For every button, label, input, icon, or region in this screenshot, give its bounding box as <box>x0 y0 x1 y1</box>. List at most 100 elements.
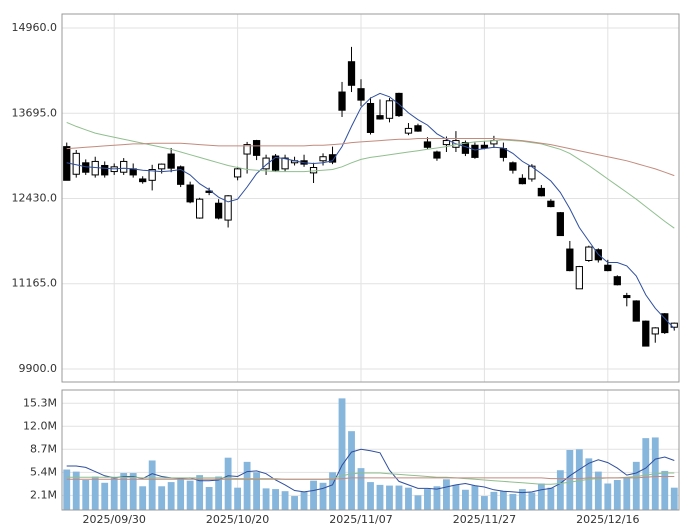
volume-bar <box>348 431 355 510</box>
volume-bar <box>509 493 517 510</box>
volume-bar <box>205 486 213 510</box>
candle-body <box>385 100 394 119</box>
candle-body <box>376 115 384 120</box>
candle-body <box>214 202 223 219</box>
ma-line <box>66 121 675 229</box>
volume-bar <box>405 487 412 510</box>
candle-body <box>585 246 593 262</box>
volume-bar <box>575 449 583 510</box>
volume-bar <box>72 471 80 510</box>
volume-bar <box>272 489 279 510</box>
volume-bar <box>129 473 137 510</box>
candle-body <box>528 165 536 180</box>
volume-bar <box>528 492 536 510</box>
volume-bar <box>148 460 156 510</box>
y-tick-label: 15.3M <box>23 396 57 409</box>
ma-line <box>66 472 675 485</box>
volume-bar <box>414 495 422 510</box>
y-tick-label: 12430.0 <box>12 192 58 205</box>
volume-bar <box>253 472 261 510</box>
volume-bar <box>234 487 242 510</box>
candle-body <box>642 320 650 347</box>
volume-bar <box>367 482 374 510</box>
y-tick-label: 11165.0 <box>12 277 58 290</box>
candle-body <box>404 127 413 134</box>
ma-line <box>66 138 675 177</box>
candle-body <box>158 163 166 170</box>
candle-body <box>509 162 517 171</box>
candle-body <box>423 141 432 148</box>
candle-body <box>271 155 280 171</box>
volume-bar <box>471 485 479 510</box>
volume-bar <box>462 489 469 510</box>
volume-bar <box>215 476 223 510</box>
candle-body <box>319 156 327 162</box>
volume-bar <box>177 479 185 510</box>
candle-body <box>328 154 337 163</box>
candle-body <box>72 152 80 175</box>
volume-bar <box>632 461 640 510</box>
volume-bar <box>281 491 289 510</box>
volume-bar <box>357 468 365 510</box>
volume-bar <box>224 457 232 510</box>
candle-body <box>252 140 261 156</box>
candle-body <box>632 300 640 322</box>
volume-bar <box>566 450 574 510</box>
volume-bar <box>547 487 555 510</box>
volume-bar <box>537 483 545 510</box>
candle-body <box>243 144 251 155</box>
candle-body <box>499 148 508 158</box>
volume-bar <box>319 482 327 510</box>
volume-bar <box>300 491 308 510</box>
candle-body <box>556 212 564 237</box>
volume-bar <box>329 472 336 510</box>
volume-bar <box>186 480 194 510</box>
candle-body <box>148 169 156 181</box>
candle-body <box>309 167 318 174</box>
volume-bar <box>395 485 403 510</box>
volume-bar <box>101 482 109 510</box>
price-panel-frame <box>61 13 680 383</box>
volume-bar <box>490 491 498 510</box>
candle-body <box>82 162 90 173</box>
candle-body <box>613 276 621 286</box>
candle-body <box>661 313 669 334</box>
volume-bar <box>386 485 393 510</box>
volume-bar <box>556 470 564 510</box>
volume-bar <box>424 489 431 510</box>
volume-bar <box>120 473 128 510</box>
candle-body <box>471 144 479 158</box>
candle-body <box>129 168 137 176</box>
volume-bar <box>82 480 90 510</box>
candle-body <box>347 61 356 86</box>
x-tick-label: 2025/12/16 <box>576 513 639 526</box>
y-tick-label: 5.4M <box>30 465 57 478</box>
marks-layer <box>63 46 678 510</box>
volume-bar <box>110 477 118 510</box>
y-tick-label: 2.1M <box>30 488 57 501</box>
candle-body <box>537 187 545 197</box>
candle-body <box>338 91 346 111</box>
volume-bar <box>196 475 204 510</box>
candle-body <box>518 177 527 185</box>
candle-body <box>224 195 232 221</box>
volume-bar <box>452 484 460 510</box>
volume-bar <box>594 471 602 510</box>
candle-body <box>262 157 270 170</box>
candle-body <box>196 198 204 219</box>
x-tick-label: 2025/09/30 <box>83 513 146 526</box>
volume-bar <box>670 487 678 510</box>
candle-body <box>547 200 555 208</box>
candle-body <box>177 166 185 185</box>
candle-body <box>566 248 574 272</box>
candle-body <box>414 125 422 132</box>
candle-body <box>575 266 583 290</box>
candle-body <box>357 88 365 101</box>
volume-bar <box>661 470 669 510</box>
volume-bar <box>585 458 593 510</box>
candle-body <box>167 153 175 169</box>
volume-bar <box>139 486 147 510</box>
volume-bar <box>623 477 631 510</box>
volume-bar <box>262 488 270 510</box>
